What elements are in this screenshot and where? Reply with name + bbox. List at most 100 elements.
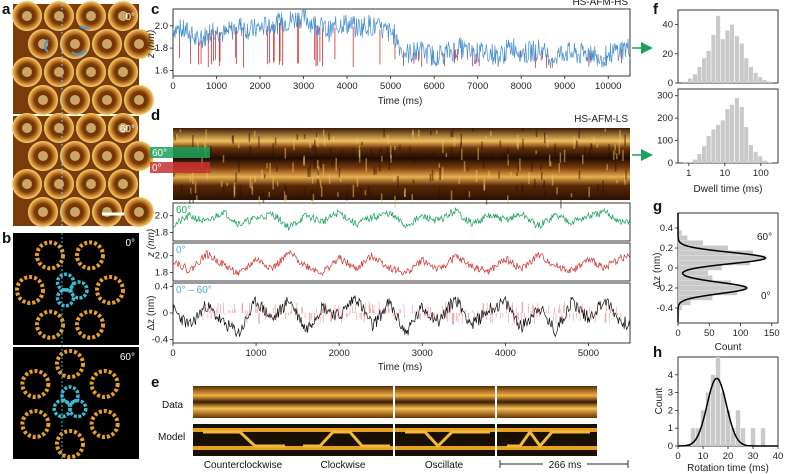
kymo-streak [545, 134, 548, 138]
kymo-streak [180, 184, 183, 196]
subunit [55, 349, 85, 379]
kymo-streak [274, 137, 277, 146]
kymo-streak [254, 175, 256, 183]
kymo-streak [272, 176, 274, 190]
kymo-streak [543, 184, 545, 189]
rotation-arrow-icon [44, 39, 49, 53]
kymo-streak [439, 167, 441, 180]
kymo-streak [614, 150, 616, 160]
panel-letter-a: a [2, 1, 11, 18]
kymo-streak [590, 143, 593, 149]
kymo-streak [192, 135, 194, 148]
kymo-streak [358, 149, 361, 163]
rotation-arrow-icon [71, 49, 87, 56]
kymo-streak [608, 144, 610, 156]
x-tick-label: 5000 [578, 348, 599, 359]
structure-ring-0deg [15, 240, 125, 340]
kymo-streak [317, 134, 319, 147]
model-band [497, 446, 597, 450]
bar [678, 240, 703, 246]
y-tick-label: 2.0 [155, 21, 168, 32]
pore-lattice-60deg [12, 113, 154, 227]
kymo-streak [507, 147, 509, 154]
model-band [193, 428, 293, 432]
kymo-streak [460, 134, 463, 146]
kymo-streak [303, 134, 306, 139]
y-tick-label: 20 [662, 49, 673, 60]
panel-f-histograms: 0 20 40 0 100 200 300 1 10 100 Dwell time (ms) [657, 9, 779, 195]
model-boxes [193, 386, 597, 456]
model-name-clockwise: Clockwise [320, 460, 365, 471]
kymo-streak [332, 136, 335, 142]
y-tick-label: -0.4 [657, 303, 673, 314]
structure-image-0deg [13, 233, 139, 345]
x-tick-label: 2000 [249, 81, 270, 92]
kymo-label-60deg: 60° [152, 148, 167, 159]
pore-center [86, 11, 96, 21]
kymo-streak [364, 190, 367, 196]
kymo-streak [616, 153, 618, 160]
kymo-streak [339, 173, 342, 183]
panel-letter-d: d [151, 107, 161, 124]
bar [710, 374, 716, 446]
kymo-streak [556, 187, 558, 195]
pore-center [70, 95, 80, 105]
x-tick-label: 100 [733, 328, 749, 339]
bar [729, 24, 734, 84]
panel-letter-g: g [653, 198, 663, 215]
kymo-streak [573, 135, 575, 149]
structure-ring-60deg [20, 349, 120, 459]
bar [734, 97, 739, 163]
pore-center [86, 67, 96, 77]
kymo-streak [409, 146, 411, 156]
kymo-streak [237, 143, 240, 149]
pore-center [70, 207, 80, 217]
kymo-streak [352, 184, 355, 198]
panel-d-xlabel: Time (ms) [378, 362, 423, 373]
kymo-streak [618, 141, 621, 155]
pore-lattice-0deg [12, 1, 154, 115]
kymo-streak [233, 185, 236, 198]
panel-letter-h: h [653, 344, 663, 361]
bar [767, 162, 772, 163]
pore-center [118, 11, 128, 21]
y-tick-label: -0.2 [657, 283, 673, 294]
kymo-streak [412, 129, 414, 138]
kymo-streak [624, 134, 626, 147]
bar [711, 129, 716, 163]
model-band [395, 428, 495, 432]
kymo-streak [472, 128, 474, 132]
y-tick-label: 1 [668, 423, 673, 434]
bar [711, 34, 716, 83]
kymo-streak [593, 136, 595, 144]
kymo-streak [263, 173, 266, 179]
panel-d-ticks: 0 1000 2000 3000 4000 50001.82.01.82.0-0.400.… [152, 211, 599, 359]
pore-center [38, 151, 48, 161]
kymo-streak [205, 129, 207, 142]
kymo-streak [475, 169, 478, 183]
subunit [95, 275, 125, 305]
kymo-streak [316, 132, 318, 138]
kymo-streak [606, 164, 608, 171]
rotation-arrow-icon [79, 25, 91, 30]
panel-f-xlabel: Dwell time (ms) [694, 184, 763, 195]
bar [725, 30, 730, 83]
kymo-streak [379, 164, 381, 172]
kymo-streak [619, 129, 621, 143]
panel-f-bars [683, 15, 772, 163]
kymo-streak [394, 195, 396, 209]
x-tick-label: 50 [704, 328, 715, 339]
bar [683, 81, 688, 83]
kymo-streak [361, 141, 363, 145]
bar [748, 66, 754, 83]
x-tick-label: 4000 [495, 348, 516, 359]
structure-image-60deg [13, 347, 139, 459]
kymo-streak [578, 170, 581, 180]
kymo-streak [438, 163, 441, 168]
pore-center [118, 179, 128, 189]
bar [697, 154, 702, 163]
kymo-streak [346, 189, 348, 201]
kymo-streak [285, 194, 287, 202]
kymo-streak [381, 155, 383, 162]
model-band [193, 446, 293, 450]
